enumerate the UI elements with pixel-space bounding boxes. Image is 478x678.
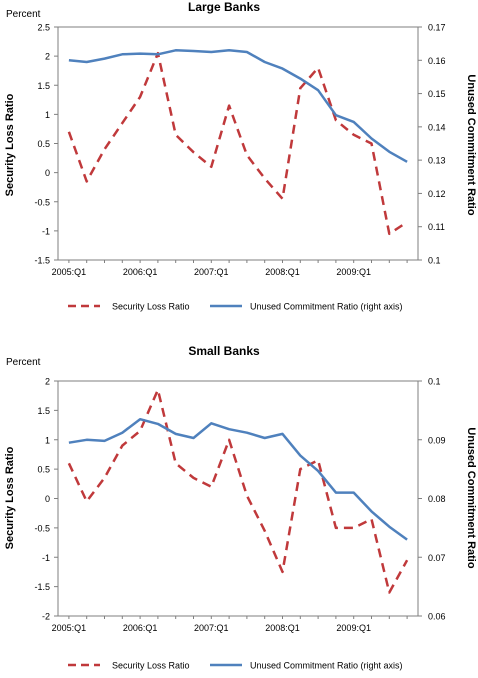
x-tick-label: 2006:Q1 <box>123 267 158 277</box>
plot-frame <box>57 380 419 617</box>
legend-label-unused-commitment: Unused Commitment Ratio (right axis) <box>250 661 403 671</box>
legend: Security Loss Ratio Unused Commitment Ra… <box>68 302 403 312</box>
small-banks-chart-panel: Small Banks Percent Security Loss Ratio … <box>0 340 478 673</box>
y-axis-label-left: Security Loss Ratio <box>4 446 16 549</box>
y-left-tick-label: -1.5 <box>34 256 50 266</box>
y-left-tick-label: 0 <box>45 494 50 504</box>
y-left-tick-label: 1 <box>45 435 50 445</box>
y-right-tick-label: 0.14 <box>428 122 446 132</box>
y-right-tick-label: 0.06 <box>428 612 446 622</box>
y-left-tick-label: -0.5 <box>34 523 50 533</box>
y-left-tick-label: -1 <box>42 226 50 236</box>
unit-label: Percent <box>6 357 41 368</box>
x-tick-label: 2005:Q1 <box>52 267 87 277</box>
x-tick-label: 2008:Q1 <box>265 267 300 277</box>
x-tick-label: 2007:Q1 <box>194 623 229 633</box>
y-left-tick-label: -2 <box>42 612 50 622</box>
x-tick-label: 2009:Q1 <box>336 623 371 633</box>
y-left-tick-label: -1.5 <box>34 582 50 592</box>
legend: Security Loss Ratio Unused Commitment Ra… <box>68 661 403 671</box>
large-banks-chart: Large Banks Percent Security Loss Ratio … <box>4 0 477 312</box>
legend-label-security-loss: Security Loss Ratio <box>112 302 190 312</box>
y-right-tick-label: 0.16 <box>428 56 446 66</box>
y-axis-label-right: Unused Commitment Ratio <box>465 427 477 568</box>
legend-label-security-loss: Security Loss Ratio <box>112 661 190 671</box>
y-left-tick-label: 0.5 <box>37 465 50 475</box>
y-right-tick-label: 0.17 <box>428 23 446 33</box>
small-banks-chart: Small Banks Percent Security Loss Ratio … <box>4 344 477 671</box>
y-left-tick-label: 0 <box>45 168 50 178</box>
unused-commitment-ratio-line <box>68 49 408 163</box>
y-right-tick-label: 0.1 <box>428 256 441 266</box>
y-axis-label-right: Unused Commitment Ratio <box>465 74 477 215</box>
x-tick-label: 2009:Q1 <box>336 267 371 277</box>
y-axis-label-left: Security Loss Ratio <box>4 93 16 196</box>
x-tick-label: 2006:Q1 <box>123 623 158 633</box>
y-left-tick-label: 1.5 <box>37 81 50 91</box>
large-banks-chart-panel: Large Banks Percent Security Loss Ratio … <box>0 0 478 330</box>
y-right-tick-label: 0.09 <box>428 435 446 445</box>
chart-title: Large Banks <box>188 0 260 14</box>
chart-title: Small Banks <box>188 344 260 358</box>
y-right-tick-label: 0.1 <box>428 377 441 387</box>
x-tick-label: 2007:Q1 <box>194 267 229 277</box>
y-right-tick-label: 0.11 <box>428 222 445 232</box>
y-left-tick-label: 1 <box>45 110 50 120</box>
series-group <box>67 388 409 594</box>
axes-group: -2 -1.5 -1 -0.5 0 0.5 1 1.5 2 0.06 0.07 0.08 0.09 0.1… <box>34 377 445 634</box>
y-left-tick-label: 1.5 <box>37 406 50 416</box>
y-left-tick-label: 0.5 <box>37 139 50 149</box>
y-left-tick-label: -1 <box>42 553 50 563</box>
unused-commitment-ratio-line <box>68 417 408 541</box>
y-left-tick-label: -0.5 <box>34 197 50 207</box>
x-tick-label: 2008:Q1 <box>265 623 300 633</box>
y-right-tick-label: 0.08 <box>428 494 446 504</box>
plot-frame <box>57 26 419 261</box>
x-tick-label: 2005:Q1 <box>52 623 87 633</box>
security-loss-ratio-line <box>67 388 409 594</box>
y-right-tick-label: 0.13 <box>428 156 446 166</box>
y-left-tick-label: 2 <box>45 52 50 62</box>
y-left-tick-label: 2.5 <box>37 23 50 33</box>
y-left-tick-label: 2 <box>45 377 50 387</box>
security-loss-ratio-line <box>67 51 408 236</box>
legend-label-unused-commitment: Unused Commitment Ratio (right axis) <box>250 302 403 312</box>
y-right-tick-label: 0.15 <box>428 89 446 99</box>
axes-group: -1.5 -1 -0.5 0 0.5 1 1.5 2 2.5 0.1 0.11 0.12 0.13 0.1… <box>34 23 445 278</box>
y-right-tick-label: 0.07 <box>428 553 446 563</box>
unit-label: Percent <box>6 9 41 20</box>
series-group <box>67 49 408 236</box>
y-right-tick-label: 0.12 <box>428 189 446 199</box>
